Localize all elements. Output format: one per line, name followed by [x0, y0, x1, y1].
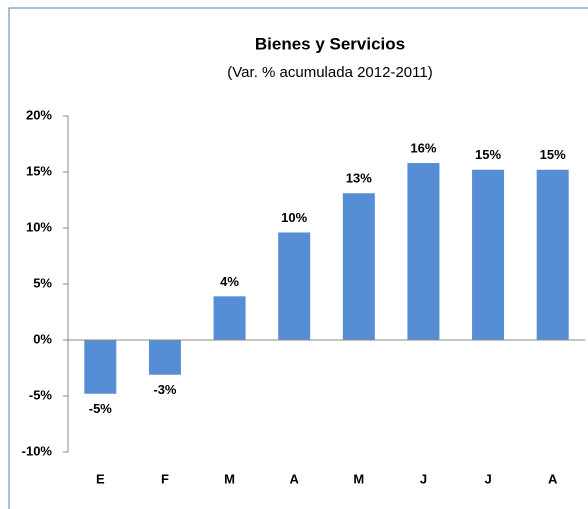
data-label: 15%: [475, 147, 501, 162]
y-tick-label: 0%: [33, 331, 52, 346]
x-tick-label: A: [289, 471, 299, 486]
bar: [342, 193, 375, 340]
y-tick-label: -5%: [29, 387, 53, 402]
x-tick-label: J: [420, 471, 427, 486]
data-label: 15%: [540, 147, 566, 162]
x-tick-label: E: [96, 471, 105, 486]
x-tick-label: M: [353, 471, 364, 486]
bar: [472, 169, 505, 340]
data-label: 16%: [410, 140, 436, 155]
bar: [278, 232, 311, 340]
data-label: 10%: [281, 210, 307, 225]
data-label: -3%: [153, 382, 177, 397]
y-tick-label: 10%: [26, 219, 52, 234]
y-tick-label: -10%: [22, 443, 53, 458]
data-label: -5%: [89, 401, 113, 416]
bar: [213, 296, 246, 340]
bar: [536, 169, 569, 340]
x-tick-label: J: [484, 471, 491, 486]
y-tick-label: 20%: [26, 107, 52, 122]
bar: [84, 340, 117, 394]
chart-subtitle: (Var. % acumulada 2012-2011): [227, 64, 432, 81]
x-tick-label: A: [548, 471, 558, 486]
chart-title: Bienes y Servicios: [255, 34, 405, 53]
x-tick-label: F: [161, 471, 169, 486]
bar: [407, 163, 440, 340]
data-label: 4%: [220, 274, 239, 289]
x-tick-label: M: [224, 471, 235, 486]
y-tick-label: 15%: [26, 163, 52, 178]
data-label: 13%: [346, 171, 372, 186]
bar: [148, 340, 181, 375]
y-tick-label: 5%: [33, 275, 52, 290]
